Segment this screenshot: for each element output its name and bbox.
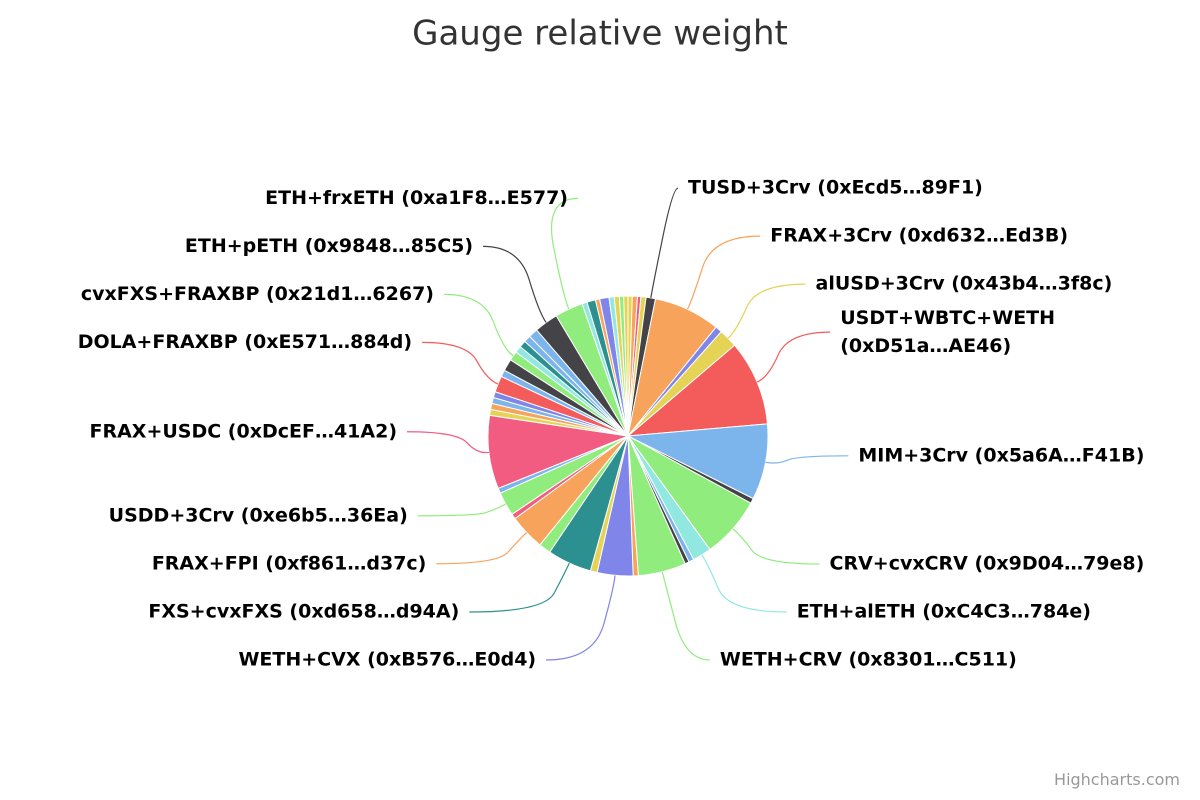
connector xyxy=(443,293,514,357)
connector xyxy=(546,575,616,661)
data-label: FRAX+USDC (0xDcEF…41A2) xyxy=(89,420,397,442)
data-label: USDT+WBTC+WETH (0xD51a…AE46) xyxy=(840,307,1055,357)
data-label: cvxFXS+FRAXBP (0x21d1…6267) xyxy=(81,283,434,305)
data-label: MIM+3Crv (0x5a6A…F41B) xyxy=(858,444,1144,466)
connector xyxy=(550,197,579,310)
data-label: WETH+CRV (0x8301…C511) xyxy=(720,649,1017,671)
connector xyxy=(756,331,831,383)
connector xyxy=(650,187,679,298)
data-label: FRAX+3Crv (0xd632…Ed3B) xyxy=(770,225,1068,247)
connector xyxy=(765,455,849,464)
data-label: FRAX+FPI (0xf861…d37c) xyxy=(152,552,427,574)
connector xyxy=(422,341,499,385)
connector xyxy=(661,571,710,661)
data-label: alUSD+3Crv (0x43b4…3f8c) xyxy=(816,273,1113,295)
data-label: ETH+alETH (0xC4C3…784e) xyxy=(797,601,1091,623)
connector xyxy=(686,235,761,310)
credits: Highcharts.com xyxy=(1054,770,1180,789)
data-label: CRV+cvxCRV (0x9D04…79e8) xyxy=(830,553,1145,575)
chart-title: Gauge relative weight xyxy=(412,14,788,54)
connector xyxy=(469,562,570,613)
pie-slice xyxy=(626,344,769,437)
data-label: ETH+frxETH (0xa1F8…E577) xyxy=(265,187,568,209)
data-label: TUSD+3Crv (0xEcd5…89F1) xyxy=(688,177,983,199)
data-label: DOLA+FRAXBP (0xE571…884d) xyxy=(78,331,412,353)
connector xyxy=(701,554,787,613)
connector xyxy=(483,245,547,323)
data-label: ETH+pETH (0x9848…85C5) xyxy=(185,235,473,257)
connector xyxy=(417,503,506,517)
data-label: FXS+cvxFXS (0xd658…d94A) xyxy=(148,601,459,623)
data-label: USDD+3Crv (0xe6b5…36Ea) xyxy=(109,504,408,526)
pie-slice xyxy=(623,295,629,437)
connector xyxy=(727,283,806,339)
data-label: WETH+CVX (0xB576…E0d4) xyxy=(238,649,536,671)
connector xyxy=(407,431,490,454)
connector xyxy=(732,528,820,565)
connector xyxy=(436,532,528,565)
